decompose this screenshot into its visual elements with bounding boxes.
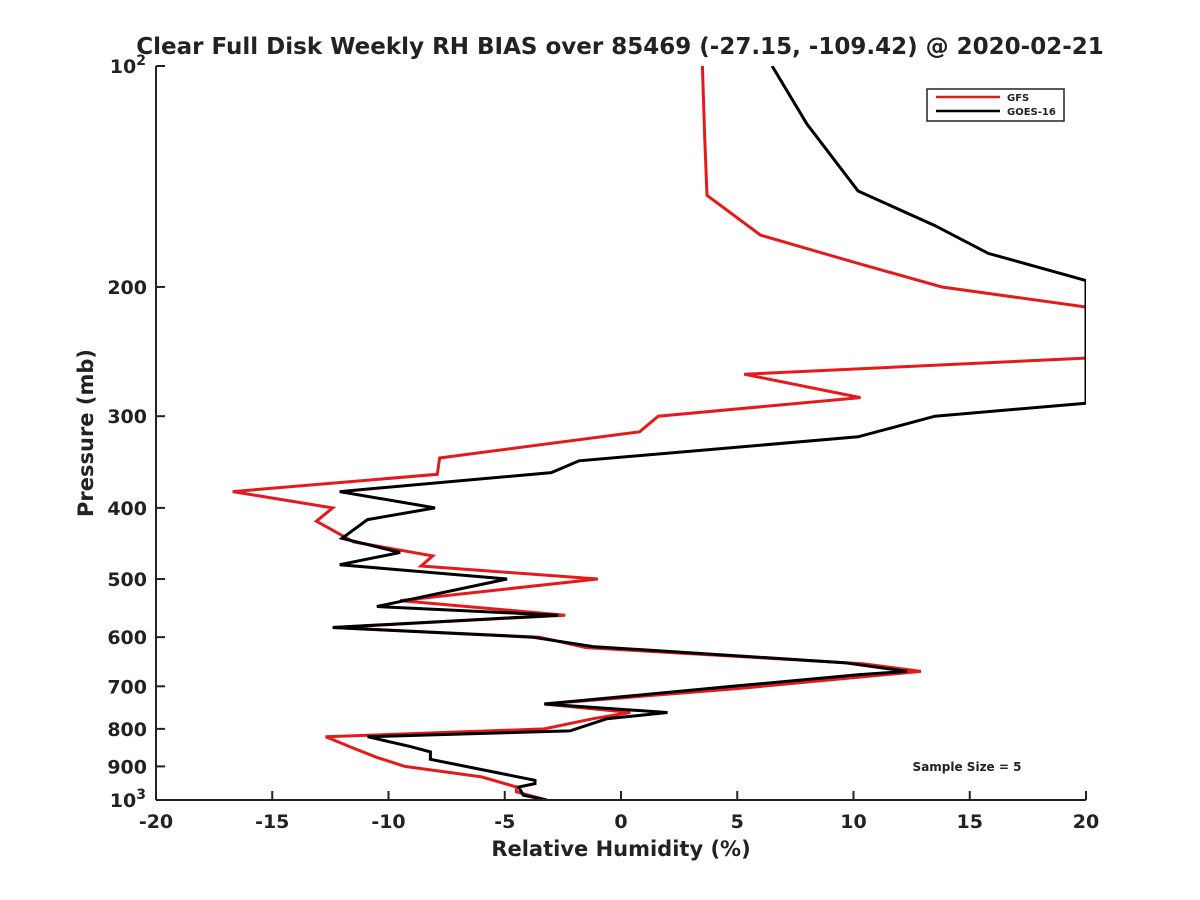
y-tick-label: 200 <box>107 277 147 299</box>
y-tick-label: 600 <box>107 627 147 649</box>
x-tick-label: 20 <box>1073 811 1099 833</box>
x-axis-label: Relative Humidity (%) <box>491 837 750 861</box>
series-line-goes16 <box>332 66 1086 800</box>
y-axis-label: Pressure (mb) <box>74 349 98 517</box>
x-tick-label: -5 <box>494 811 515 833</box>
legend-label-goes16: GOES-16 <box>1007 107 1056 118</box>
y-tick-label: 400 <box>107 498 147 520</box>
y-tick-label: 800 <box>107 719 147 741</box>
x-tick-label: -10 <box>371 811 405 833</box>
plot-area: -20 -15 -10 -5 0 5 10 15 20 102 200 300 400 500 600 70… <box>107 53 1099 833</box>
x-tick-label: 15 <box>957 811 983 833</box>
y-tick-label: 103 <box>110 787 146 812</box>
chart-title: Clear Full Disk Weekly RH BIAS over 8546… <box>136 34 1104 60</box>
series-line-gfs <box>232 66 1086 800</box>
x-tick-label: 0 <box>614 811 627 833</box>
x-tick-label: -15 <box>255 811 289 833</box>
legend-label-gfs: GFS <box>1007 93 1029 104</box>
legend-box <box>926 88 1065 122</box>
y-tick-label: 900 <box>107 756 147 778</box>
x-tick-label: 10 <box>840 811 866 833</box>
y-tick-label: 300 <box>107 406 147 428</box>
x-tick-label: 5 <box>731 811 744 833</box>
y-tick-label: 500 <box>107 569 147 591</box>
sample-size-annotation: Sample Size = 5 <box>913 760 1022 774</box>
legend: GFS GOES-16 <box>926 88 1065 122</box>
x-tick-label: -20 <box>139 811 173 833</box>
y-tick-label: 700 <box>107 676 147 698</box>
y-tick-label: 102 <box>110 53 146 78</box>
